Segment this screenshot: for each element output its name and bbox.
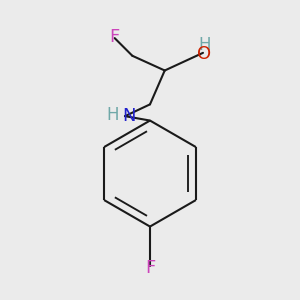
Text: N: N	[122, 107, 135, 125]
Text: H: H	[198, 37, 211, 55]
Text: O: O	[197, 45, 212, 63]
Text: F: F	[110, 28, 120, 46]
Text: F: F	[145, 259, 155, 277]
Text: H: H	[106, 106, 119, 124]
